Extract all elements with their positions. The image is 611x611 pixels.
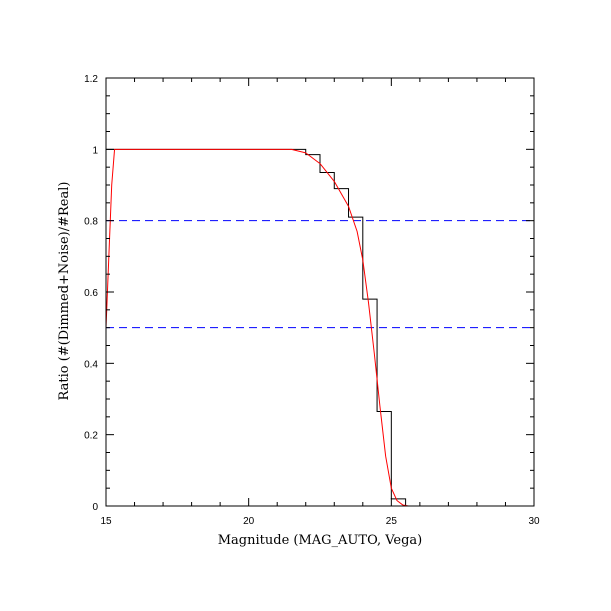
y-tick-label: 1.2	[84, 74, 98, 85]
y-tick-label: 1	[92, 145, 98, 156]
y-tick-label: 0.8	[84, 217, 98, 228]
x-axis-title: Magnitude (MAG_AUTO, Vega)	[218, 533, 423, 548]
y-tick-label: 0.6	[84, 288, 98, 299]
x-tick-label: 15	[100, 516, 112, 527]
x-tick-label: 20	[243, 516, 255, 527]
x-tick-label: 30	[528, 516, 540, 527]
reference-lines	[106, 220, 534, 329]
axis-ticks	[105, 77, 535, 507]
y-axis-title: Ratio (#(Dimmed+Noise)/#Real)	[57, 182, 72, 401]
y-tick-label: 0.4	[84, 359, 98, 370]
fit-curve-series	[105, 148, 534, 507]
y-tick-label: 0	[92, 502, 98, 513]
x-tick-label: 25	[386, 516, 398, 527]
tick-labels: 15 20 25 30 0 0.2 0.4 0.6 0.8 1 1.2	[84, 74, 540, 527]
y-tick-label: 0.2	[84, 431, 98, 442]
